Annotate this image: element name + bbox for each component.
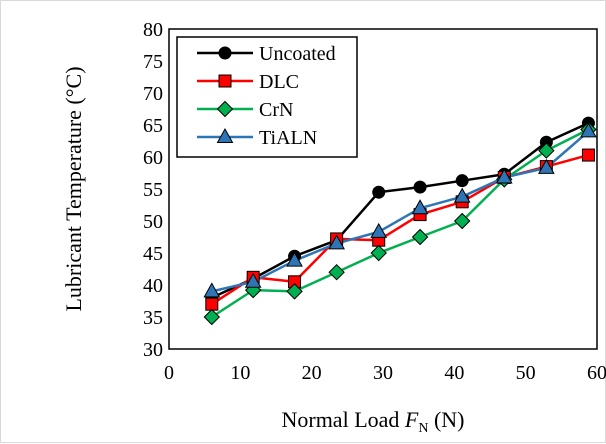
data-point-tialn [286,251,303,267]
series-markers [203,116,597,326]
x-axis-title-unit: (N) [428,407,464,432]
data-point-tialn [328,234,345,250]
legend-items: Uncoated DLC CrN TiALN [197,43,336,149]
series-lines [211,121,590,319]
data-point-crn [370,244,387,262]
y-tick-label: 35 [143,307,163,329]
legend-label-uncoated: Uncoated [259,43,336,65]
data-point-tialn [580,122,597,138]
legend-marker-tialn [216,127,234,143]
data-point-crn [538,142,555,159]
data-point-crn [453,212,471,230]
y-axis-title: Lubricant Temperature (°C) [61,66,86,311]
legend-marker-crn [216,100,234,118]
data-point-crn [411,228,429,246]
y-tick-labels: 30 35 40 45 50 55 60 65 70 75 80 [143,19,163,361]
series-line-tialn [211,130,590,293]
y-tick-label: 70 [143,83,163,105]
data-point-dlc [205,297,219,311]
x-tick-label: 10 [230,362,250,384]
x-tick-label: 30 [373,362,393,384]
legend-marker-uncoated [218,46,232,60]
legend-label-dlc: DLC [259,71,299,93]
y-tick-label: 30 [143,339,163,361]
x-tick-label: 0 [164,362,174,384]
data-point-tialn [370,222,388,238]
data-point-crn [328,263,345,281]
data-point-crn [203,308,221,326]
y-tick-label: 80 [143,19,163,41]
x-axis-title-main: Normal Load [281,407,404,432]
y-tick-label: 40 [143,275,163,297]
x-tick-label: 60 [587,362,606,384]
y-tick-label: 50 [143,211,163,233]
data-point-crn [286,283,303,300]
data-point-tialn [203,282,221,298]
x-tick-label: 50 [516,362,536,384]
legend-label-crn: CrN [259,99,293,121]
y-tick-label: 65 [143,115,163,137]
x-axis-title-variable: F [404,407,419,432]
data-point-tialn [244,272,262,288]
legend: Uncoated DLC CrN TiALN [176,36,358,158]
x-tick-label: 20 [302,362,322,384]
legend-marker-dlc [218,74,232,88]
x-axis-title: Normal Load FN (N) [281,407,464,436]
legend-label-tialn: TiALN [259,127,317,149]
legend-item-dlc: DLC [197,71,299,93]
y-tick-label: 75 [143,51,163,73]
series-line-uncoated [211,121,589,299]
series-line-crn [211,128,590,319]
data-point-tialn [453,187,471,203]
data-point-tialn [411,199,429,215]
legend-item-uncoated: Uncoated [197,43,336,65]
x-tick-labels: 0 10 20 30 40 50 60 [164,362,606,384]
data-point-uncoated [455,174,469,188]
y-tick-label: 60 [143,147,163,169]
data-point-dlc [581,148,595,162]
data-point-uncoated [372,185,386,199]
x-tick-label: 40 [444,362,464,384]
data-point-uncoated [413,180,427,194]
data-point-tialn [538,158,555,174]
data-point-tialn [495,168,513,184]
x-axis-title-subscript: N [418,421,428,436]
y-tick-label: 45 [143,243,163,265]
legend-item-tialn: TiALN [197,127,317,149]
legend-item-crn: CrN [197,99,293,121]
y-tick-label: 55 [143,179,163,201]
